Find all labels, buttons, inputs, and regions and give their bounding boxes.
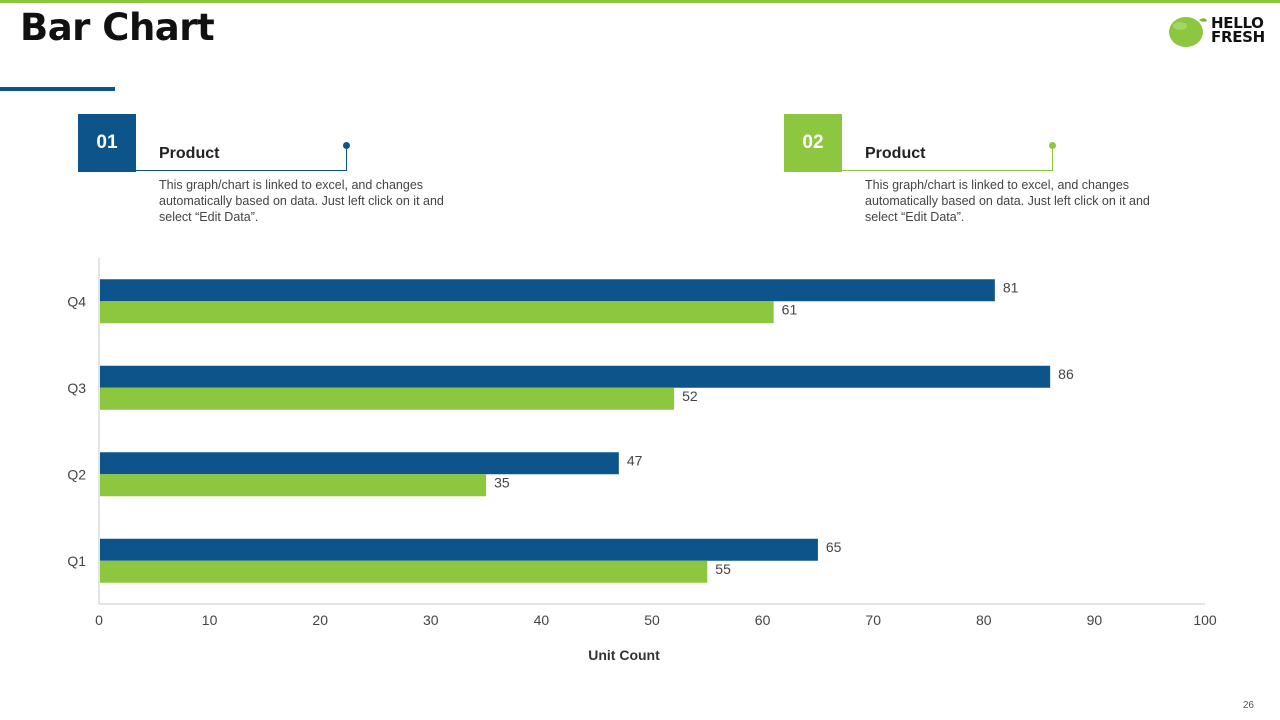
x-tick-label: 100 xyxy=(1193,612,1217,628)
x-tick-label: 40 xyxy=(534,612,550,628)
bar-q4-series-1 xyxy=(100,279,995,302)
product-number-badge: 02 xyxy=(784,114,842,172)
y-tick-label: Q2 xyxy=(67,466,86,482)
y-tick-label: Q4 xyxy=(67,293,86,309)
x-tick-label: 80 xyxy=(976,612,992,628)
x-tick-label: 50 xyxy=(644,612,660,628)
x-tick-label: 60 xyxy=(755,612,771,628)
top-accent-rule xyxy=(0,0,1280,3)
data-label: 52 xyxy=(682,388,698,404)
x-axis-label: Unit Count xyxy=(588,647,660,663)
product-description: This graph/chart is linked to excel, and… xyxy=(159,178,444,224)
bar-q4-series-2 xyxy=(100,301,774,324)
x-tick-label: 10 xyxy=(202,612,218,628)
page-title: Bar Chart xyxy=(20,6,215,49)
page-number: 26 xyxy=(1242,700,1254,711)
y-tick-label: Q1 xyxy=(67,553,86,569)
connector-line xyxy=(136,170,346,171)
data-label: 81 xyxy=(1003,279,1019,295)
title-underline xyxy=(0,87,115,91)
x-tick-label: 30 xyxy=(423,612,439,628)
lime-icon xyxy=(1169,17,1207,47)
bar-q1-series-1 xyxy=(100,538,818,561)
hellofresh-logo: HELLO FRESH xyxy=(1166,12,1276,52)
product-card-01: 01 Product This graph/chart is linked to… xyxy=(78,114,498,234)
y-tick-label: Q3 xyxy=(67,380,86,396)
bar-q2-series-2 xyxy=(100,474,487,497)
data-label: 55 xyxy=(715,561,731,577)
connector-vertical xyxy=(346,145,347,171)
x-tick-label: 0 xyxy=(95,612,103,628)
data-label: 35 xyxy=(494,474,510,490)
connector-dot xyxy=(343,142,350,149)
x-tick-label: 70 xyxy=(865,612,881,628)
bar-q2-series-1 xyxy=(100,452,619,475)
connector-dot xyxy=(1049,142,1056,149)
product-card-02: 02 Product This graph/chart is linked to… xyxy=(784,114,1204,234)
product-title: Product xyxy=(159,145,220,162)
bar-q3-series-1 xyxy=(100,365,1051,388)
product-title: Product xyxy=(865,145,926,162)
product-description: This graph/chart is linked to excel, and… xyxy=(865,178,1150,224)
data-label: 47 xyxy=(627,452,643,468)
bar-q3-series-2 xyxy=(100,387,675,410)
connector-vertical xyxy=(1052,145,1053,171)
product-number-badge: 01 xyxy=(78,114,136,172)
data-label: 65 xyxy=(826,539,842,555)
logo-wordmark: HELLO FRESH xyxy=(1211,14,1265,46)
x-tick-label: 20 xyxy=(312,612,328,628)
data-label: 61 xyxy=(782,301,798,317)
connector-line xyxy=(842,170,1052,171)
data-label: 86 xyxy=(1058,366,1074,382)
bar-q1-series-2 xyxy=(100,560,708,583)
x-tick-label: 90 xyxy=(1087,612,1103,628)
